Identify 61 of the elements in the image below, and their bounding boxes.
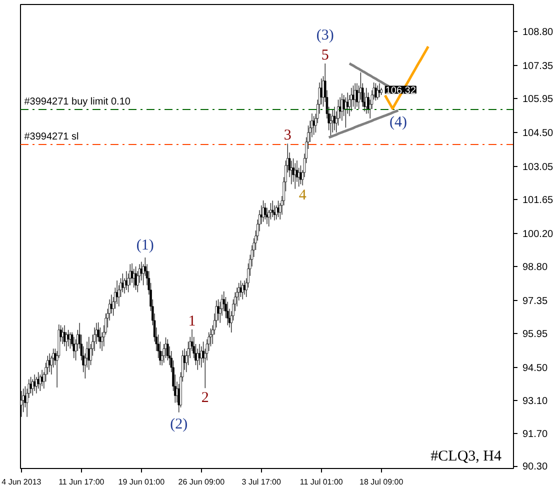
y-tick-label: 101.65 [522,194,554,206]
candlestick [93,327,96,352]
candlestick [356,82,358,107]
candlestick [134,266,137,290]
ref-line-label: #3994271 buy limit 0.10 [24,96,131,108]
candlestick [122,273,124,293]
x-tick-label: 3 Jul 17:00 [242,478,282,486]
annotation: (4) [389,114,407,130]
x-tick-label: 18 Jul 09:00 [360,478,404,486]
y-tick-label: 90.30 [522,462,548,473]
candlestick [333,106,336,130]
annotation: 1 [188,313,196,330]
candlestick [196,348,199,370]
candlestick [365,88,368,114]
candlestick [312,116,315,136]
candlestick [32,378,34,396]
x-tick-label: 11 Jun 17:00 [58,478,105,486]
candlestick [236,287,238,307]
candlestick [350,88,352,112]
annotation: #CLQ3, H4 [430,448,502,464]
candlestick [140,261,143,281]
y-tick-label: 91.70 [522,428,548,440]
annotation: (2) [170,416,188,432]
candlestick [39,374,42,392]
y-tick-label: 108.80 [522,27,554,38]
ref-line-label: #3994271 sl [24,132,79,143]
candlestick [166,338,169,361]
annotation: 2 [201,390,209,406]
candlestick [264,202,266,220]
x-tick-label: 4 Jun 2013 [2,478,42,486]
y-tick-label: 107.35 [522,61,554,72]
annotation: (3) [316,27,334,44]
y-tick-label: 98.80 [522,262,548,273]
annotation: (1) [136,238,154,254]
candlestick [376,85,379,100]
annotation: 4 [298,187,307,204]
candlestick [88,336,90,370]
candlestick [210,328,212,347]
annotation: 3 [284,128,292,144]
x-tick-label: 19 Jun 01:00 [118,478,166,486]
candlestick [125,270,128,290]
y-tick-label: 94.50 [522,362,548,374]
y-tick-label: 97.35 [522,296,548,308]
y-tick-label: 100.20 [522,229,554,240]
candlestick [226,301,229,326]
y-tick-label: 95.95 [522,328,548,340]
x-tick-label: 11 Jul 01:00 [300,478,344,486]
y-tick-label: 105.95 [522,94,554,105]
y-tick-label: 93.10 [522,396,548,407]
candlestick [310,113,314,138]
y-tick-label: 104.50 [522,128,554,140]
candlestick [340,93,344,122]
candlestick [262,200,264,222]
candlestick [266,207,268,224]
annotation: 5 [321,47,329,64]
candlestick [374,82,377,101]
y-tick-label: 103.05 [522,162,554,174]
candlestick [271,200,274,218]
annotation: 106.32 [385,85,416,96]
x-tick-label: 26 Jun 09:00 [178,478,226,486]
candlestick [30,376,32,394]
